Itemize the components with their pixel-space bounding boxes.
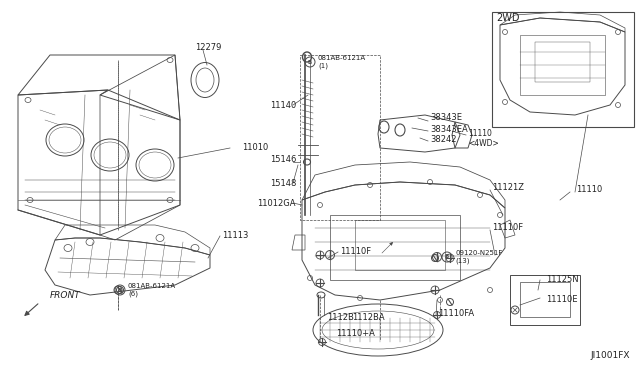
Bar xyxy=(300,55,380,220)
Text: 11110+A: 11110+A xyxy=(337,330,376,339)
Text: 2WD: 2WD xyxy=(496,13,520,23)
Text: 38242: 38242 xyxy=(430,135,456,144)
Text: FRONT: FRONT xyxy=(50,291,81,299)
Bar xyxy=(510,275,580,325)
Text: 081AB-6121A
(6): 081AB-6121A (6) xyxy=(128,283,176,297)
Text: 11121Z: 11121Z xyxy=(492,183,524,192)
Bar xyxy=(492,12,634,127)
Text: 38343E: 38343E xyxy=(430,113,462,122)
Bar xyxy=(535,42,590,82)
Text: 38343EA: 38343EA xyxy=(430,125,468,134)
Text: JI1001FX: JI1001FX xyxy=(591,352,630,360)
Text: 09120-N251F
(13): 09120-N251F (13) xyxy=(455,250,502,264)
Text: 15148: 15148 xyxy=(269,179,296,187)
Bar xyxy=(330,215,460,280)
Text: <4WD>: <4WD> xyxy=(468,138,499,148)
Text: 11110: 11110 xyxy=(576,186,602,195)
Text: B: B xyxy=(445,254,449,260)
Text: 15146: 15146 xyxy=(269,155,296,164)
Text: 11110F: 11110F xyxy=(340,247,371,257)
Bar xyxy=(520,282,570,317)
Text: 1112B: 1112B xyxy=(327,314,354,323)
Text: 11110: 11110 xyxy=(468,128,492,138)
Bar xyxy=(520,35,605,95)
Text: 11010: 11010 xyxy=(242,144,268,153)
Text: 11110FA: 11110FA xyxy=(438,310,474,318)
Text: B: B xyxy=(118,288,122,292)
Text: 11140: 11140 xyxy=(269,100,296,109)
Text: 11110F: 11110F xyxy=(492,224,523,232)
Text: 1112BA: 1112BA xyxy=(352,314,385,323)
Text: 11012GA: 11012GA xyxy=(257,199,296,208)
Text: 12279: 12279 xyxy=(195,42,221,51)
Text: B: B xyxy=(308,60,312,64)
Text: 081AB-6121A
(1): 081AB-6121A (1) xyxy=(318,55,366,69)
Text: 11113: 11113 xyxy=(222,231,248,241)
Text: 11110E: 11110E xyxy=(546,295,577,305)
Text: 11125N: 11125N xyxy=(546,276,579,285)
Bar xyxy=(355,220,445,270)
